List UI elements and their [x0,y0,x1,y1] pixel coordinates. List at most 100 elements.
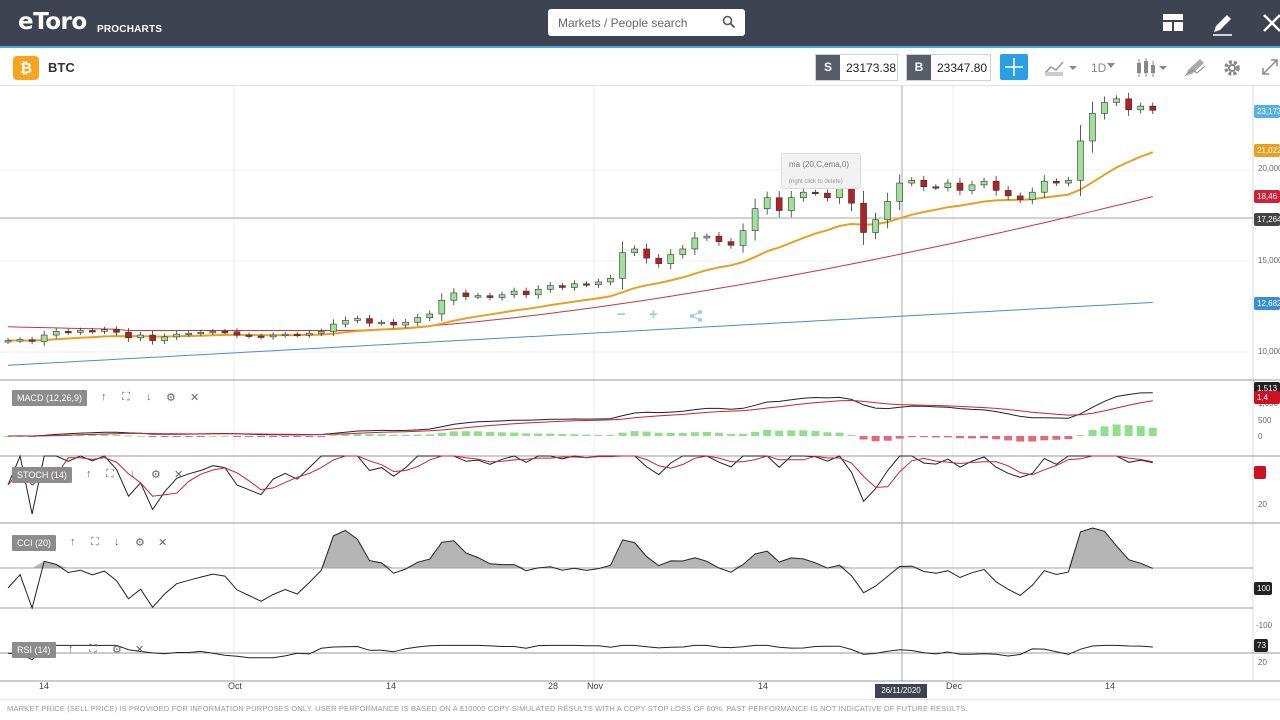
candle-bull [619,252,626,279]
crosshair-icon [1005,58,1023,76]
macd-histogram-bar [907,436,916,438]
macd-histogram-bar [1124,425,1133,436]
macd-histogram-bar [606,434,615,436]
settings-icon[interactable]: ⚙ [151,469,161,481]
timeframe-select[interactable]: 1D [1091,61,1107,75]
price-tick-10000: 10,000 [1258,347,1280,356]
close-pane-icon[interactable]: ✕ [174,469,184,481]
candle-bull [1089,113,1096,142]
close-pane-icon[interactable]: ✕ [135,644,145,656]
x-label-5: 14 [758,681,769,691]
maximize-icon[interactable]: ⛶ [89,643,97,655]
draw-pencil-icon[interactable] [1210,12,1234,36]
candle-bear [125,332,132,339]
candle-bull [595,281,602,285]
move-up-icon[interactable]: ↑ [70,536,76,548]
macd-histogram-bar [522,433,531,436]
macd-histogram-bar [305,436,314,437]
macd-histogram-bar [955,436,964,439]
close-icon[interactable] [1262,12,1280,34]
candle-bull [438,299,446,315]
move-up-icon[interactable]: ↑ [86,468,92,480]
maximize-icon[interactable]: ⛶ [106,468,114,480]
macd-histogram-bar [1064,436,1073,440]
layout-icon[interactable] [1162,12,1184,34]
macd-histogram-bar [811,430,820,436]
maximize-icon[interactable]: ⛶ [91,536,99,548]
candle-bull [679,248,687,255]
candle-bear [390,321,397,326]
maximize-icon[interactable]: ⛶ [122,391,130,403]
move-up-icon[interactable]: ↑ [68,643,74,655]
macd-histogram-bar [642,431,651,436]
candlesticks [4,92,1157,346]
candle-bull [426,313,434,318]
share-icon[interactable] [689,309,703,323]
move-down-icon[interactable]: ↓ [146,391,152,403]
zoom-out-button[interactable]: − [617,306,626,323]
cci-overbought-fill [8,528,1153,568]
disclaimer-text: MARKET PRICE (SELL PRICE) IS PROVIDED FO… [7,704,968,713]
candle-bear [920,180,928,188]
macd-histogram-bar [763,430,772,436]
macd-histogram-bar [1088,430,1097,436]
chevron-down-icon[interactable] [1106,62,1116,70]
crosshair-button[interactable] [1000,54,1028,80]
zoom-in-button[interactable]: + [649,306,658,323]
candle-bear [775,197,783,211]
buy-price-button[interactable]: B 23347.80 [906,54,991,81]
macd-histogram-bar [823,432,832,436]
procharts-label: PROCHARTS [97,24,163,35]
macd-histogram-bar [365,433,374,436]
close-pane-icon[interactable]: ✕ [190,392,200,404]
candle-bull [173,333,180,338]
macd-histogram-bar [654,432,663,436]
candle-bull [354,318,361,321]
price-chart[interactable] [0,86,1280,699]
gear-icon[interactable] [1222,58,1242,78]
macd-histogram-bar [714,432,723,436]
candle-bull [185,332,193,336]
candle-bear [932,186,940,189]
settings-icon[interactable]: ⚙ [112,644,122,656]
candle-bull [402,321,409,326]
candle-bear [812,191,819,195]
chart-type-icon[interactable] [1043,58,1079,78]
macd-histogram-bar [968,436,976,439]
price-tag-ma-red: 18,46 [1254,190,1280,203]
markets-search-input[interactable] [548,9,745,36]
candle-bear [1149,105,1157,111]
move-up-icon[interactable]: ↑ [101,391,107,403]
etoro-logo[interactable]: eToro [18,9,87,35]
move-down-icon[interactable]: ↓ [130,468,136,480]
x-label-3: 28 [548,681,559,691]
candle-bull [751,208,759,231]
fullscreen-icon[interactable] [1261,58,1279,76]
move-down-icon[interactable]: ↓ [114,536,120,548]
candle-bull [16,339,24,342]
candle-bear [1053,180,1060,184]
candle-bull [474,295,482,298]
settings-icon[interactable]: ⚙ [166,392,176,404]
candle-bull [534,288,542,296]
macd-histogram-bar [401,434,410,436]
candle-bull [1101,102,1108,114]
footer: MARKET PRICE (SELL PRICE) IS PROVIDED FO… [0,699,1280,720]
close-pane-icon[interactable]: ✕ [158,537,168,549]
x-label-4: Nov [587,681,604,691]
sell-price-button[interactable]: S 23173.38 [815,54,898,81]
macd-histogram-bar [943,436,952,438]
macd-histogram-bar [895,436,904,439]
macd-signal-tag: 1,4 [1254,391,1280,404]
candle-bull [691,237,699,250]
moving-averages [7,151,1154,366]
search-icon[interactable] [722,15,736,29]
candle-bull [607,277,614,283]
indicators-icon[interactable] [1134,58,1168,78]
macd-histogram-bar [160,436,169,437]
candle-bull [137,334,144,339]
candle-bull [4,340,12,343]
price-tag-ma-blue: 12,682 [1254,297,1280,310]
drawing-tools-icon[interactable] [1184,58,1206,78]
settings-icon[interactable]: ⚙ [135,537,145,549]
